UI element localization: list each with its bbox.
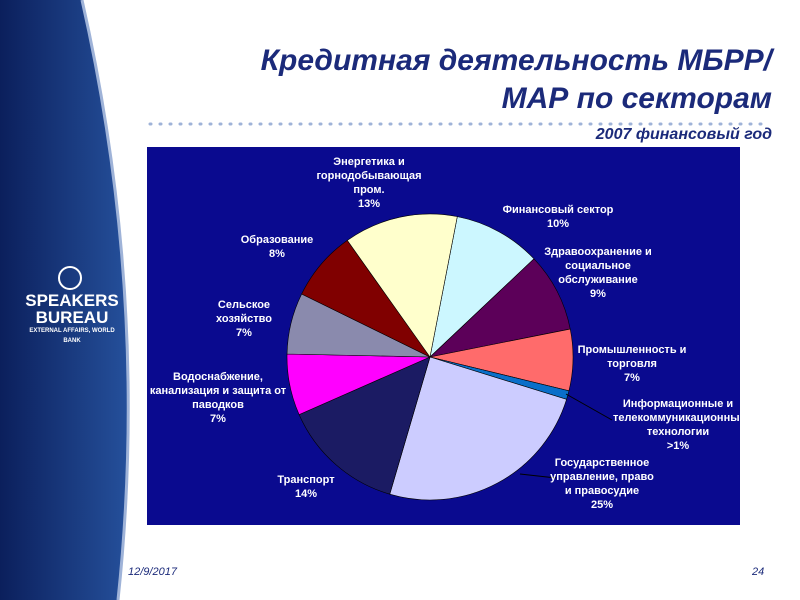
pie-slice: [429, 216, 535, 358]
pie-slice: [389, 356, 567, 501]
panel-edge: [80, 0, 130, 600]
category-label: Водоснабжение, канализация и защита от п…: [149, 371, 287, 411]
slice-label: Здравоохранение и социальное обслуживани…: [538, 245, 658, 301]
slice-label: Сельское хозяйство 7%: [204, 298, 284, 340]
value-label: 9%: [590, 288, 606, 300]
slice-label: Энергетика и горнодобывающая пром. 13%: [304, 155, 434, 211]
category-label: Транспорт: [277, 474, 335, 486]
side-panel: [0, 0, 129, 600]
slice-label: Транспорт 14%: [261, 473, 351, 501]
value-label: >1%: [666, 440, 690, 452]
slice-label: Водоснабжение, канализация и защита от п…: [143, 370, 293, 426]
slice-label: Промышленность и торговля 7%: [567, 343, 697, 385]
value-label: 7%: [624, 372, 640, 384]
slice-label: Образование 8%: [217, 233, 337, 261]
pie-slice: [429, 258, 571, 358]
slice-label: Информационные и телекоммуникационные те…: [613, 397, 746, 453]
logo-subtitle: EXTERNAL AFFAIRS, WORLD BANK: [29, 328, 115, 344]
page-number: 24: [752, 566, 765, 578]
value-label: 7%: [210, 413, 226, 425]
category-label: Здравоохранение и социальное обслуживани…: [544, 246, 652, 286]
slice-label: Финансовый сектор 10%: [493, 203, 623, 231]
value-label: 10%: [546, 218, 570, 230]
value-label: 7%: [236, 327, 252, 339]
category-label: Промышленность и торговля: [577, 344, 687, 370]
slice-label: Государственное управление, право и прав…: [547, 456, 657, 512]
title: Кредитная деятельность МБРР/МАР по секто…: [260, 44, 772, 115]
leader-line: [565, 393, 613, 421]
value-label: 25%: [590, 499, 614, 511]
footer-date: 12/9/2017: [128, 566, 177, 578]
subtitle: 2007 финансовый год: [595, 126, 772, 143]
logo-name: SPEAKERS BUREAU: [25, 291, 119, 327]
pie-slice: [298, 356, 431, 495]
value-label: 8%: [269, 248, 285, 260]
category-label: Образование: [240, 234, 314, 246]
value-label: 13%: [357, 198, 381, 210]
category-label: Энергетика и горнодобывающая пром.: [316, 156, 422, 196]
logo: SPEAKERS BUREAU EXTERNAL AFFAIRS, WORLD B…: [22, 292, 122, 346]
leader-line: [519, 473, 557, 479]
category-label: Информационные и телекоммуникационные те…: [613, 398, 746, 438]
category-label: Государственное управление, право и прав…: [550, 457, 654, 497]
category-label: Финансовый сектор: [502, 204, 614, 216]
pie-slice: [346, 213, 458, 358]
category-label: Сельское хозяйство: [216, 299, 272, 325]
value-label: 14%: [294, 488, 318, 500]
logo-globe: [58, 266, 82, 290]
